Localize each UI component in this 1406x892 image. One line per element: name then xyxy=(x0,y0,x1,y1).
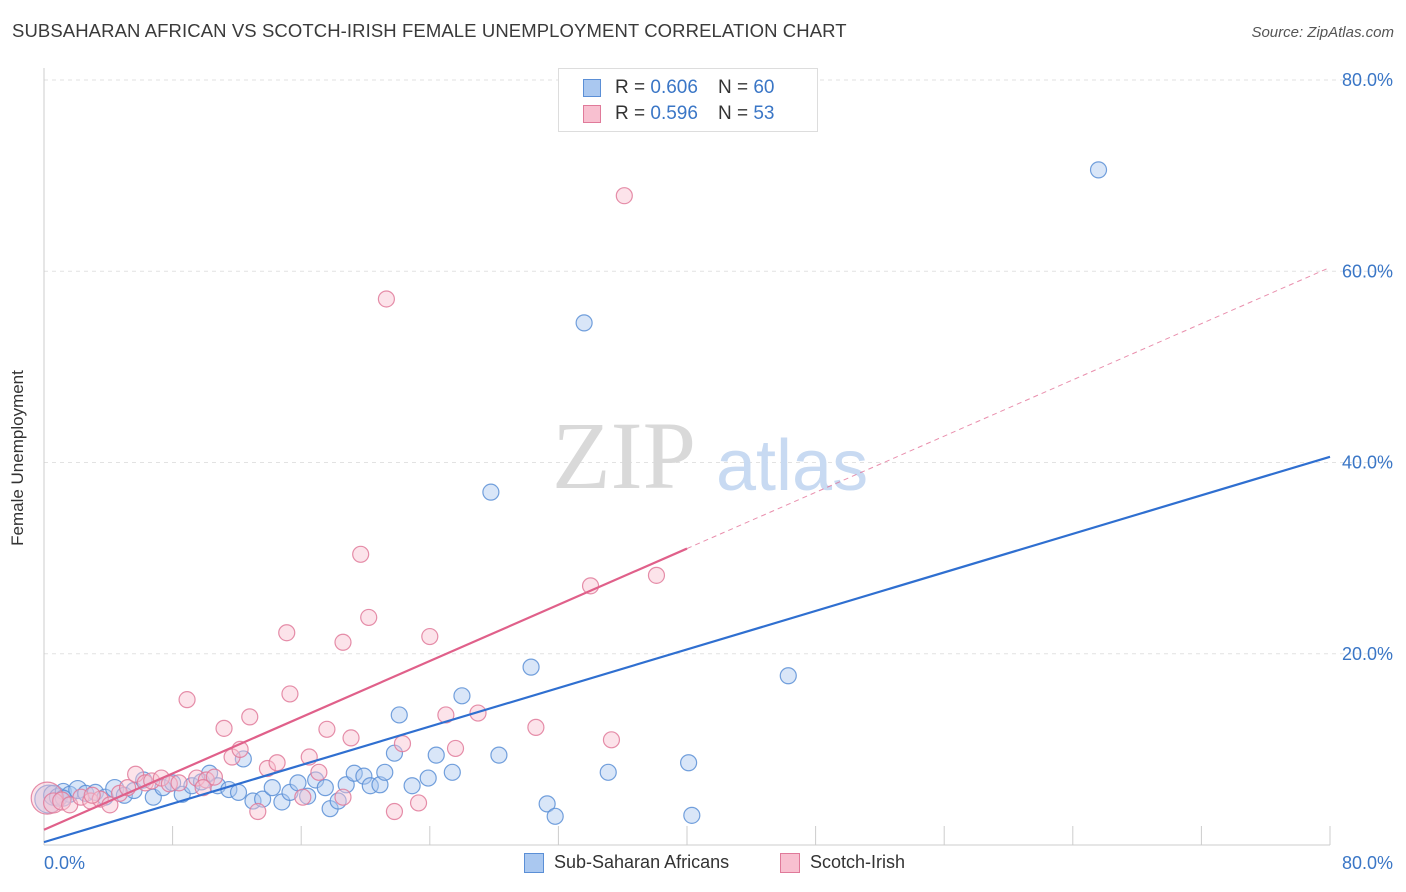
point-subsaharan xyxy=(390,706,408,724)
point-subsaharan xyxy=(538,795,556,813)
point-subsaharan xyxy=(575,314,593,332)
source-label: Source: ZipAtlas.com xyxy=(1251,24,1394,41)
point-scotchirish xyxy=(194,779,212,797)
point-subsaharan xyxy=(376,763,394,781)
point-scotchirish xyxy=(249,802,267,821)
point-subsaharan xyxy=(443,763,461,781)
point-subsaharan xyxy=(482,483,500,501)
point-subsaharan xyxy=(779,667,797,685)
legend-r-label: R = xyxy=(615,77,646,98)
trendline-scotchirish xyxy=(43,547,688,831)
trendline-scotchirish-extension xyxy=(686,266,1331,550)
point-scotchirish xyxy=(43,792,65,814)
point-subsaharan xyxy=(403,777,421,795)
point-subsaharan xyxy=(453,687,471,705)
legend-n-value: 53 xyxy=(753,103,775,124)
point-subsaharan xyxy=(680,754,698,772)
point-subsaharan xyxy=(345,764,363,782)
point-scotchirish xyxy=(352,545,370,563)
legend-swatch-scotchirish xyxy=(583,105,601,123)
point-subsaharan xyxy=(490,746,508,764)
stats-legend: R = 0.606 N = 60 R = 0.596 N = 53 xyxy=(558,68,818,132)
point-scotchirish xyxy=(647,566,666,584)
legend-row-scotchirish: R = 0.596 N = 53 xyxy=(583,101,774,127)
point-subsaharan xyxy=(427,746,445,764)
x-tick-label: 0.0% xyxy=(44,853,85,873)
point-scotchirish xyxy=(310,763,328,781)
point-scotchirish xyxy=(360,608,378,627)
point-scotchirish xyxy=(30,781,64,815)
point-scotchirish xyxy=(268,754,286,772)
point-scotchirish xyxy=(421,627,439,646)
point-scotchirish xyxy=(342,729,360,747)
point-scotchirish xyxy=(527,718,545,736)
x-tick-label: 80.0% xyxy=(1342,853,1393,873)
y-tick-label: 60.0% xyxy=(1342,261,1393,281)
y-tick-label: 20.0% xyxy=(1342,644,1393,664)
point-subsaharan xyxy=(229,783,248,802)
point-scotchirish xyxy=(294,788,312,806)
bottom-legend-label-scotchirish: Scotch-Irish xyxy=(810,852,906,872)
point-scotchirish xyxy=(334,633,352,651)
point-scotchirish xyxy=(178,691,196,709)
point-subsaharan xyxy=(263,779,281,797)
point-scotchirish xyxy=(205,768,223,786)
point-scotchirish xyxy=(215,719,233,737)
point-scotchirish xyxy=(334,788,352,806)
point-scotchirish xyxy=(385,802,404,821)
legend-r-value: 0.606 xyxy=(650,77,698,98)
point-scotchirish xyxy=(83,786,101,804)
point-scotchirish xyxy=(170,774,188,792)
point-subsaharan xyxy=(546,807,564,825)
point-scotchirish xyxy=(278,624,296,642)
y-tick-label: 80.0% xyxy=(1342,70,1393,90)
point-scotchirish xyxy=(52,791,72,811)
point-subsaharan xyxy=(289,774,307,792)
legend-n-label: N = xyxy=(717,77,749,98)
bottom-legend-swatch-subsaharan xyxy=(524,852,544,873)
legend-r-value: 0.596 xyxy=(650,103,698,124)
bottom-legend-swatch-scotchirish xyxy=(780,852,800,873)
point-scotchirish xyxy=(602,731,621,749)
legend-row-subsaharan: R = 0.606 N = 60 xyxy=(583,75,774,101)
trendline-subsaharan xyxy=(43,455,1331,844)
chart-title: SUBSAHARAN AFRICAN VS SCOTCH-IRISH FEMAL… xyxy=(12,20,847,41)
point-subsaharan xyxy=(683,806,701,824)
bottom-legend-scotchirish: Scotch-Irish xyxy=(780,852,905,873)
legend-r-label: R = xyxy=(615,103,646,124)
point-subsaharan xyxy=(599,763,617,781)
point-subsaharan xyxy=(1089,161,1108,179)
point-subsaharan xyxy=(419,769,437,787)
bottom-legend-subsaharan: Sub-Saharan Africans xyxy=(524,852,729,873)
legend-n-value: 60 xyxy=(753,77,775,98)
point-scotchirish xyxy=(446,739,465,758)
point-scotchirish xyxy=(437,706,455,724)
point-scotchirish xyxy=(409,794,428,812)
legend-swatch-subsaharan xyxy=(583,79,601,97)
point-subsaharan xyxy=(316,779,334,797)
watermark-atlas: atlas xyxy=(716,426,868,506)
point-scotchirish xyxy=(318,720,336,738)
watermark-zip: ZIP xyxy=(552,402,696,509)
point-subsaharan xyxy=(522,658,540,676)
point-scotchirish xyxy=(281,685,299,703)
point-scotchirish xyxy=(393,735,412,753)
y-tick-label: 40.0% xyxy=(1342,453,1393,473)
point-scotchirish xyxy=(241,708,259,726)
point-scotchirish xyxy=(615,187,633,205)
point-subsaharan xyxy=(355,767,373,785)
point-scotchirish xyxy=(258,759,277,778)
legend-n-label: N = xyxy=(717,103,749,124)
point-scotchirish xyxy=(127,765,145,783)
point-scotchirish xyxy=(377,290,395,308)
bottom-legend-label-subsaharan: Sub-Saharan Africans xyxy=(554,852,730,872)
